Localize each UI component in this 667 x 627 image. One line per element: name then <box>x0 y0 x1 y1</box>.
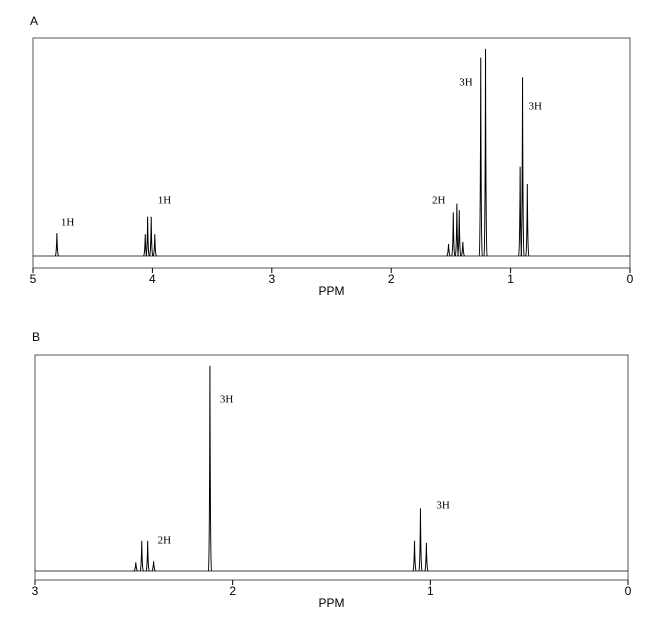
peak <box>152 234 157 257</box>
peak <box>139 540 144 572</box>
x-axis-label: PPM <box>318 596 344 610</box>
x-tick-label: 0 <box>627 272 634 286</box>
x-tick-label: 0 <box>625 584 632 598</box>
peak <box>133 562 138 572</box>
x-tick-label: 5 <box>30 272 37 286</box>
x-axis-label: PPM <box>318 284 344 298</box>
x-tick-label: 3 <box>32 584 39 598</box>
chart-title: B <box>32 330 40 344</box>
chart-title: A <box>30 14 38 28</box>
peak <box>457 210 462 257</box>
peak <box>451 212 456 257</box>
peak <box>460 241 465 257</box>
peak-label: 3H <box>529 101 543 113</box>
peak <box>478 57 483 257</box>
x-tick-label: 3 <box>268 272 275 286</box>
peak-label: 3H <box>436 500 450 512</box>
peak <box>520 77 525 257</box>
peak <box>207 365 213 572</box>
x-tick-label: 4 <box>149 272 156 286</box>
peak <box>145 540 150 572</box>
x-tick-label: 2 <box>229 584 236 598</box>
peak <box>446 243 451 257</box>
plot-frame <box>32 37 631 269</box>
x-tick-label: 2 <box>388 272 395 286</box>
peak <box>145 216 150 257</box>
peak-label: 3H <box>459 77 473 89</box>
peak <box>418 508 423 572</box>
peak-label: 2H <box>432 195 446 207</box>
peak <box>412 540 417 572</box>
peak <box>483 48 488 257</box>
x-tick-label: 1 <box>427 584 434 598</box>
peak <box>151 561 156 572</box>
peak <box>525 184 530 257</box>
peak <box>454 203 459 257</box>
peak-label: 1H <box>61 217 75 229</box>
peak <box>149 216 154 257</box>
plot-frame <box>34 354 629 581</box>
peak-label: 3H <box>220 394 234 406</box>
peak <box>424 542 429 572</box>
x-tick-label: 1 <box>507 272 514 286</box>
peak-label: 2H <box>158 535 172 547</box>
peak <box>54 233 59 257</box>
peak-label: 1H <box>158 195 172 207</box>
